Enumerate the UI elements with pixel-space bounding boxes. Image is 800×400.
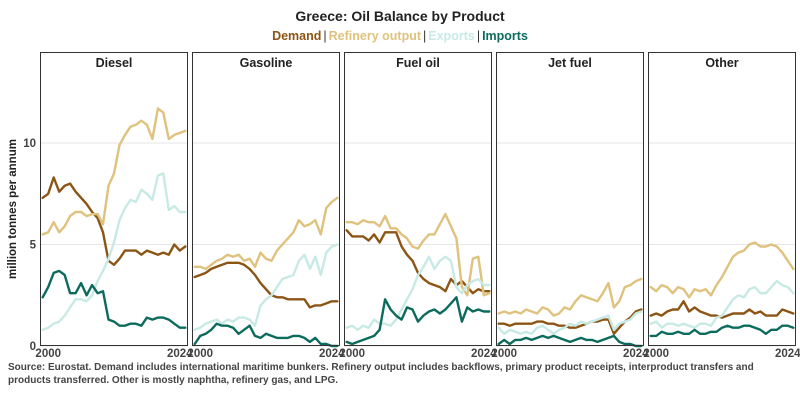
series-line-refinery-output	[41, 107, 187, 236]
series-line-exports	[649, 279, 795, 329]
panel-title: Other	[705, 56, 738, 70]
panel-gasoline: Gasoline 2000 2024	[187, 52, 345, 360]
series-line-refinery-output	[649, 241, 795, 299]
series-line-exports	[41, 172, 187, 331]
series-line-exports	[497, 310, 643, 335]
legend-separator: |	[476, 29, 481, 43]
legend: Demand | Refinery output | Exports | Imports	[0, 29, 800, 43]
panel-border	[192, 52, 340, 346]
series-line-exports	[345, 255, 491, 331]
x-tick-label: 2024	[623, 348, 649, 360]
panel-title: Gasoline	[240, 56, 293, 70]
x-tick-label: 2000	[35, 348, 61, 360]
panel-fuel-oil: Fuel oil 2000 2024	[339, 52, 497, 360]
x-tick-label: 2024	[471, 348, 497, 360]
series-line-refinery-output	[345, 212, 491, 297]
x-tick-label: 2000	[491, 348, 517, 360]
series-line-imports	[345, 296, 491, 346]
series-line-demand	[649, 300, 795, 319]
panel-border	[496, 52, 644, 346]
panel-jet-fuel: Jet fuel 2000 2024	[491, 52, 649, 360]
legend-item-refinery-output: Refinery output	[328, 29, 422, 43]
x-tick-label: 2000	[339, 348, 365, 360]
series-line-exports	[193, 243, 339, 331]
chart-title: Greece: Oil Balance by Product	[295, 8, 505, 24]
legend-separator: |	[323, 29, 327, 43]
panel-border	[40, 52, 188, 346]
y-tick-label: 0	[30, 341, 36, 353]
source-note: Source: Eurostat. Demand includes intern…	[8, 362, 754, 386]
series-line-demand	[193, 261, 339, 309]
panel-title: Jet fuel	[548, 56, 592, 70]
series-line-imports	[193, 322, 339, 348]
panel-other: Other 2000 2024	[643, 52, 800, 360]
legend-item-exports: Exports	[428, 29, 475, 43]
x-tick-label: 2024	[319, 348, 345, 360]
panel-border	[648, 52, 796, 346]
series-line-imports	[41, 269, 187, 329]
y-tick-label: 5	[30, 240, 37, 252]
series-line-refinery-output	[193, 196, 339, 271]
x-tick-label: 2000	[187, 348, 213, 360]
panel-diesel: Diesel 2000 2024	[35, 52, 193, 360]
series-line-demand	[41, 176, 187, 266]
series-line-refinery-output	[497, 277, 643, 317]
panel-title: Diesel	[96, 56, 133, 70]
panel-border	[344, 52, 492, 346]
series-line-imports	[497, 334, 643, 348]
x-tick-label: 2024	[775, 348, 800, 360]
y-axis-label: million tonnes per annum	[7, 139, 19, 279]
panel-title: Fuel oil	[396, 56, 440, 70]
x-tick-label: 2000	[643, 348, 669, 360]
legend-item-imports: Imports	[482, 29, 528, 43]
y-tick-label: 10	[23, 138, 36, 150]
series-line-demand	[497, 308, 643, 335]
legend-item-demand: Demand	[272, 29, 322, 43]
legend-separator: |	[423, 29, 427, 43]
x-tick-label: 2024	[167, 348, 193, 360]
series-line-imports	[649, 324, 795, 338]
